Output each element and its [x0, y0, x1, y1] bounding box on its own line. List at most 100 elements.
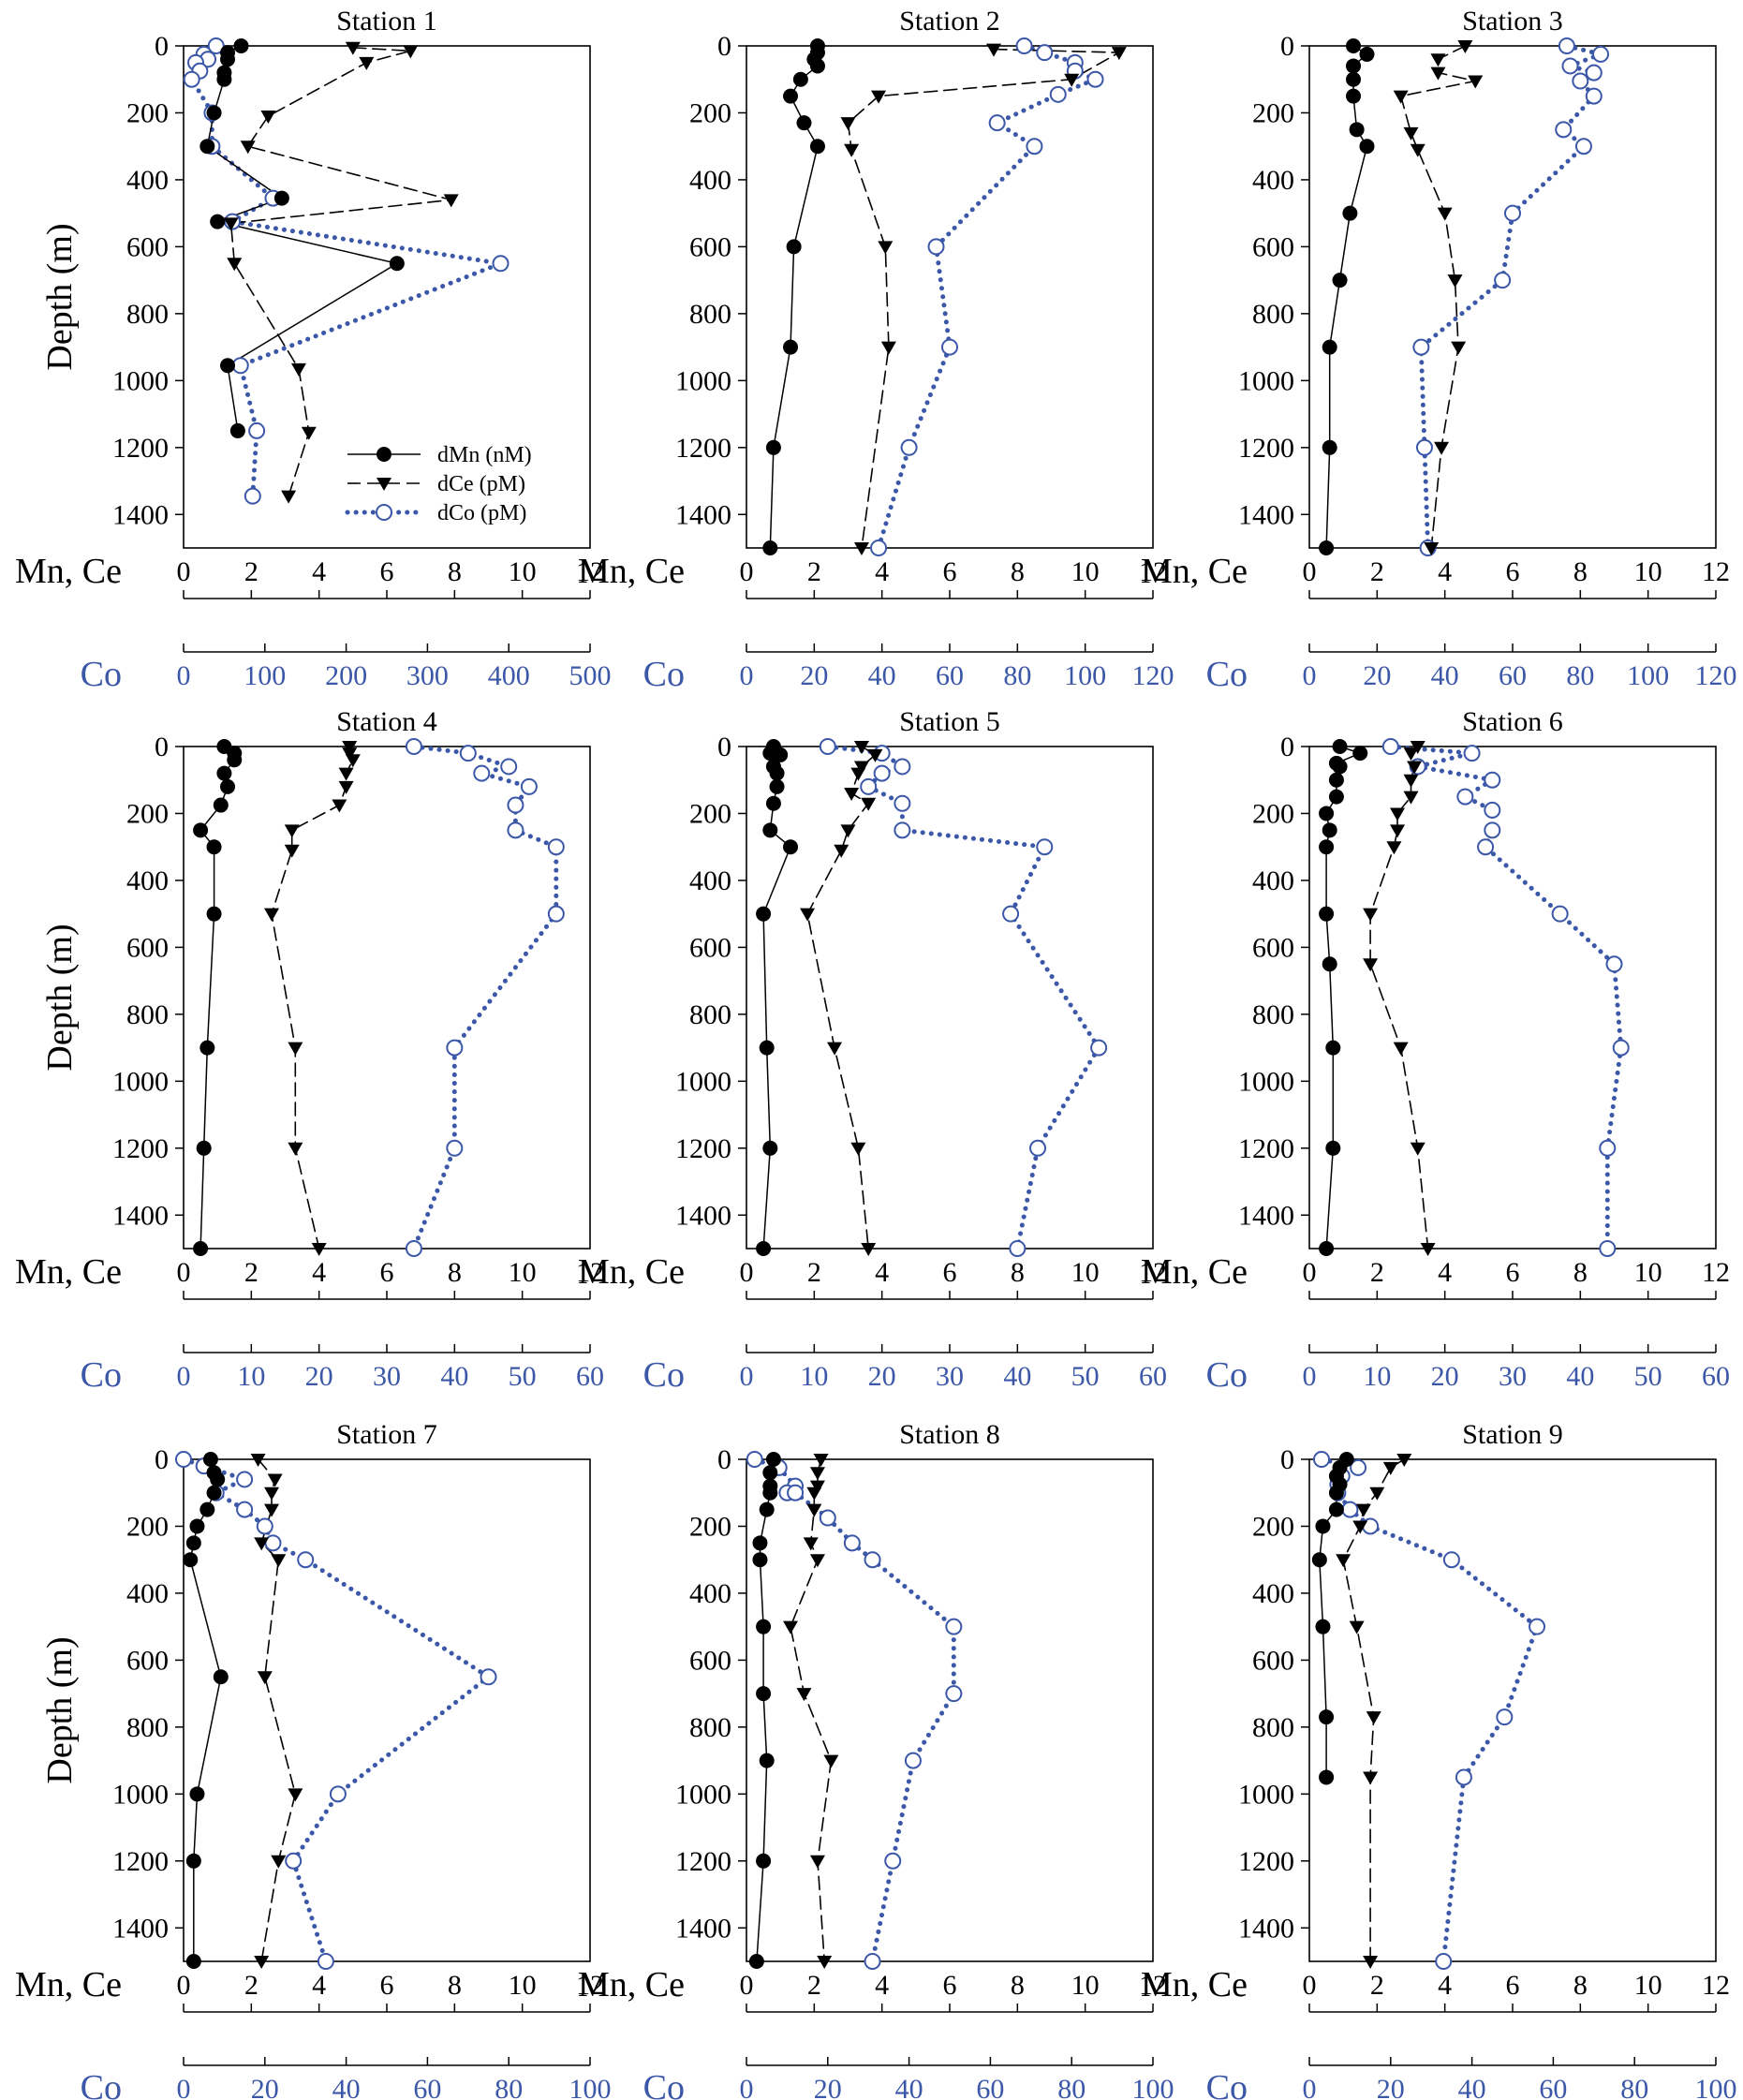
co-point: [1036, 44, 1054, 62]
mn-point: [1325, 1040, 1341, 1056]
ce-point: [809, 1554, 825, 1568]
co-point: [507, 821, 524, 839]
ce-point: [1064, 73, 1080, 87]
co-axis-label: Co: [1206, 655, 1248, 694]
co-point: [1026, 138, 1043, 155]
ce-point: [257, 1671, 273, 1685]
co-tick-label: 0: [177, 2074, 191, 2100]
mnce-tick-label: 0: [1303, 556, 1317, 587]
mn-point: [756, 906, 772, 922]
ce-point: [850, 767, 866, 781]
mn-point: [1322, 956, 1337, 972]
ce-point: [1355, 1503, 1371, 1517]
mn-point: [1319, 1709, 1335, 1725]
mn-point: [1315, 1518, 1331, 1534]
ce-point: [1363, 1956, 1379, 1969]
co-axis-label: Co: [81, 655, 122, 694]
co-point: [231, 357, 249, 375]
mn-point: [1346, 88, 1362, 104]
mn-point: [210, 214, 226, 229]
co-series-line: [876, 43, 1102, 551]
co-point: [1574, 138, 1592, 155]
ce-point: [443, 194, 459, 208]
co-point: [547, 905, 565, 923]
mnce-tick-label: 6: [380, 1970, 394, 2001]
co-point: [1504, 204, 1521, 222]
co-tick-label: 0: [740, 2074, 754, 2100]
mn-point: [752, 1552, 768, 1568]
co-tick-label: 10: [1363, 1361, 1391, 1392]
ce-series-line: [1399, 45, 1476, 549]
y-tick-label: 600: [689, 932, 731, 963]
y-tick-label: 1400: [675, 499, 731, 530]
co-tick-label: 60: [1539, 2074, 1567, 2100]
co-tick-label: 10: [237, 1361, 265, 1392]
co-tick-label: 60: [413, 2074, 441, 2100]
ce-point: [783, 1620, 799, 1634]
ce-point: [1403, 126, 1419, 140]
y-tick-label: 1000: [1238, 1779, 1294, 1810]
co-point: [329, 1785, 347, 1803]
co-point: [988, 114, 1006, 132]
mnce-axis-label: Mn, Ce: [1141, 552, 1248, 591]
co-point: [1415, 438, 1433, 456]
co-point: [473, 764, 491, 782]
mnce-tick-label: 2: [244, 1970, 258, 2001]
series-group: [183, 37, 510, 505]
co-tick-label: 30: [373, 1361, 401, 1392]
mn-point: [759, 1040, 775, 1056]
ce-point: [338, 780, 354, 794]
ce-point: [827, 1042, 843, 1056]
series-group: [1311, 1451, 1546, 1970]
co-point: [945, 1685, 963, 1703]
mnce-tick-label: 6: [943, 1257, 957, 1288]
mnce-tick-label: 12: [1139, 1970, 1167, 2001]
mn-series-line: [756, 1458, 775, 1962]
y-tick-label: 600: [126, 1645, 169, 1676]
mn-point: [189, 1518, 205, 1534]
y-tick-label: 1200: [1238, 1133, 1294, 1164]
mn-point: [193, 1241, 209, 1256]
co-point: [1561, 57, 1579, 75]
legend-co-marker: [376, 504, 392, 521]
co-tick-label: 10: [800, 1361, 828, 1392]
ce-point: [1352, 1520, 1368, 1534]
ce-point: [1336, 1554, 1352, 1568]
y-tick-label: 400: [689, 165, 731, 196]
co-series-line: [825, 744, 1102, 1251]
co-point: [317, 1953, 334, 1970]
mn-point: [809, 139, 825, 155]
y-tick-label: 400: [126, 1578, 169, 1609]
y-tick-label: 200: [126, 97, 169, 128]
co-point: [236, 1501, 254, 1518]
ce-series-line: [257, 1458, 297, 1962]
ce-point: [844, 143, 860, 157]
legend-ce-label: dCe (pM): [437, 472, 525, 496]
co-point: [1551, 905, 1569, 923]
panel-title: Station 1: [336, 6, 437, 37]
mnce-axis-label: Mn, Ce: [578, 1965, 685, 2004]
y-tick-label: 0: [1280, 31, 1294, 62]
panel-station-1: Station 10200400600800100012001400Depth …: [15, 6, 612, 694]
y-tick-label: 1000: [675, 1779, 731, 1810]
mn-series-line: [762, 746, 791, 1250]
mn-point: [1322, 339, 1337, 355]
mn-point: [759, 1501, 775, 1517]
ce-point: [359, 56, 375, 70]
ce-point: [817, 1956, 833, 1969]
legend: dMn (nM) dCe (pM) dCo (pM): [345, 443, 532, 525]
panel-title: Station 8: [899, 1419, 1000, 1450]
panel-title: Station 5: [899, 706, 1000, 737]
mn-point: [1328, 1485, 1344, 1501]
ce-point: [264, 908, 280, 922]
co-tick-label: 0: [740, 660, 754, 691]
y-tick-label: 200: [126, 1511, 169, 1542]
co-point: [507, 796, 524, 814]
mn-point: [762, 1485, 778, 1501]
ce-point: [1410, 143, 1425, 157]
co-point: [1599, 1139, 1617, 1157]
ce-point: [1390, 807, 1406, 821]
ce-point: [1434, 441, 1450, 455]
